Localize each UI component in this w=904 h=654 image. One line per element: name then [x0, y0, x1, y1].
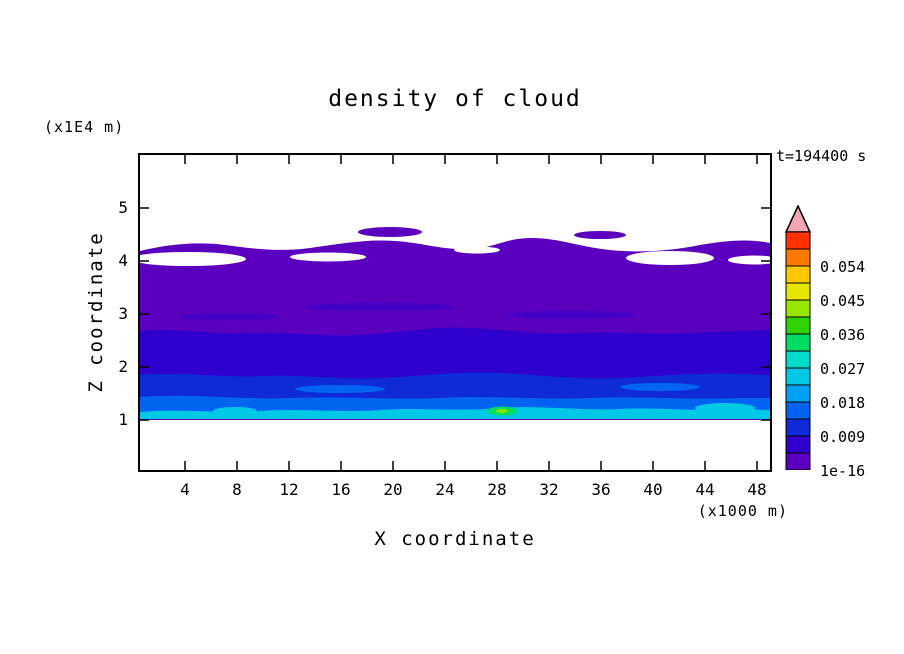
colorbar-segment: [785, 231, 811, 250]
x-tick-label: 44: [695, 480, 715, 499]
field-white-gap: [290, 252, 366, 262]
colorbar-overflow-arrow: [784, 204, 812, 233]
x-tick-label: 8: [232, 480, 242, 499]
colorbar: [784, 204, 812, 471]
x-tick-label: 4: [180, 480, 190, 499]
colorbar-tick-label: 0.045: [820, 292, 866, 310]
colorbar-segment: [785, 299, 811, 318]
x-tick-label: 12: [279, 480, 299, 499]
field-white-gap: [728, 255, 770, 265]
y-tick-label: 5: [118, 198, 128, 217]
colorbar-segment: [785, 435, 811, 454]
x-axis-unit-label: (x1000 m): [697, 502, 788, 520]
colorbar-segment: [785, 350, 811, 369]
field-indigo-wisp: [305, 303, 455, 311]
x-tick-label: 36: [591, 480, 611, 499]
field-white-gap: [454, 246, 500, 254]
colorbar-segment: [785, 452, 811, 471]
x-tick-label: 32: [539, 480, 559, 499]
field-purple-wisp: [574, 231, 626, 239]
x-tick-label: 48: [747, 480, 767, 499]
cloud-density-field: [140, 155, 770, 470]
y-tick-label: 1: [118, 410, 128, 429]
field-blue-streak: [295, 385, 385, 393]
x-tick-label: 20: [383, 480, 403, 499]
colorbar-segment: [785, 384, 811, 403]
colorbar-tick-label: 0.054: [820, 258, 866, 276]
field-indigo-wisp: [505, 311, 635, 319]
colorbar-segment: [785, 418, 811, 437]
x-tick-label: 24: [435, 480, 455, 499]
y-tick-label: 4: [118, 251, 128, 270]
colorbar-segment: [785, 282, 811, 301]
x-tick-label: 40: [643, 480, 663, 499]
colorbar-tick-label: 0.036: [820, 326, 866, 344]
field-band-cyan: [140, 407, 770, 419]
field-white-gap: [140, 252, 246, 266]
colorbar-segment: [785, 333, 811, 352]
colorbar-segment: [785, 367, 811, 386]
field-blue-streak: [620, 383, 700, 391]
field-white-gap: [626, 251, 714, 265]
colorbar-graphic: [784, 204, 812, 471]
colorbar-tick-label: 1e-16: [820, 462, 866, 480]
field-cyan-patch: [213, 407, 257, 415]
colorbar-segment: [785, 316, 811, 335]
field-green-core: [496, 408, 508, 414]
plot-area: [138, 153, 772, 472]
axis-tick-marks: [140, 155, 770, 470]
x-axis-title: X coordinate: [374, 528, 536, 550]
chart-title: density of cloud: [328, 86, 582, 112]
colorbar-tick-label: 0.027: [820, 360, 866, 378]
colorbar-segment: [785, 265, 811, 284]
field-cyan-patch: [695, 403, 755, 413]
colorbar-tick-label: 0.009: [820, 428, 866, 446]
colorbar-segments: [785, 231, 811, 471]
y-tick-label: 2: [118, 357, 128, 376]
x-tick-label: 16: [331, 480, 351, 499]
field-band-indigo: [140, 327, 770, 389]
field-indigo-wisp: [180, 313, 280, 321]
y-tick-label: 3: [118, 304, 128, 323]
x-tick-label: 28: [487, 480, 507, 499]
time-annotation: t=194400 s: [776, 147, 867, 165]
colorbar-segment: [785, 401, 811, 420]
colorbar-tick-label: 0.018: [820, 394, 866, 412]
colorbar-segment: [785, 248, 811, 267]
y-axis-unit-label: (x1E4 m): [44, 118, 125, 136]
field-purple-wisp: [358, 227, 422, 237]
